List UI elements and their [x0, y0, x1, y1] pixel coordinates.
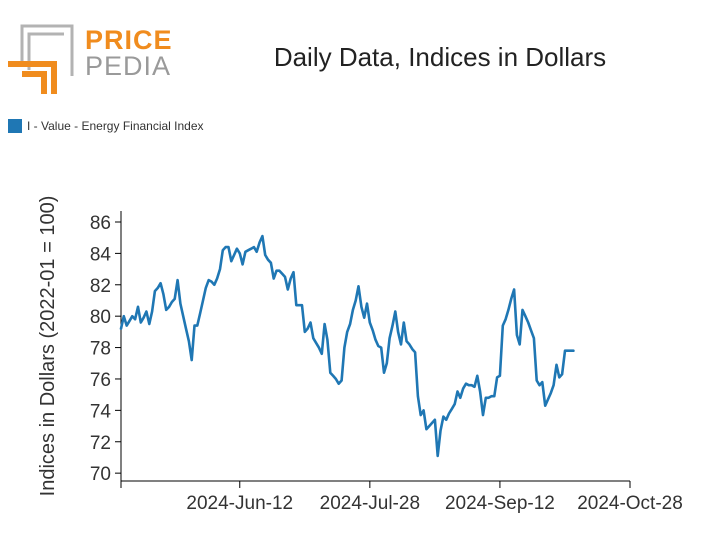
y-tick-label: 86: [90, 213, 111, 234]
x-tick-label: 2024-Oct-28: [577, 493, 683, 514]
y-tick-label: 82: [90, 276, 111, 297]
y-tick-label: 76: [90, 370, 111, 391]
y-tick-label: 72: [90, 433, 111, 454]
y-tick-label: 84: [90, 244, 112, 265]
y-tick-label: 78: [90, 339, 111, 360]
x-axis: 2024-Jun-12 2024-Jul-28 2024-Sep-12 2024-Oc…: [120, 480, 683, 514]
y-tick-label: 80: [90, 307, 111, 328]
y-axis: 70 72 74 76 78 80 82 84 86: [90, 211, 122, 485]
pricepedia-logo: PRICE PEDIA: [8, 20, 172, 94]
y-tick-label: 70: [90, 464, 111, 485]
logo-text-price: PRICE: [85, 25, 173, 55]
y-axis-title: Indices in Dollars (2022-01 = 100): [37, 196, 59, 497]
x-tick-label: 2024-Sep-12: [445, 493, 555, 514]
legend-label: I - Value - Energy Financial Index: [27, 119, 204, 133]
series-layer: [119, 234, 575, 458]
logo-mark-icon: [8, 24, 74, 94]
y-tick-label: 74: [90, 401, 112, 422]
series-line: [119, 234, 575, 458]
x-tick-label: 2024-Jun-12: [186, 493, 293, 514]
logo-text-pedia: PEDIA: [85, 51, 172, 81]
chart-legend[interactable]: I - Value - Energy Financial Index: [8, 119, 204, 133]
x-tick-label: 2024-Jul-28: [320, 493, 420, 514]
chart-title: Daily Data, Indices in Dollars: [273, 42, 607, 72]
legend-swatch: [8, 119, 22, 133]
